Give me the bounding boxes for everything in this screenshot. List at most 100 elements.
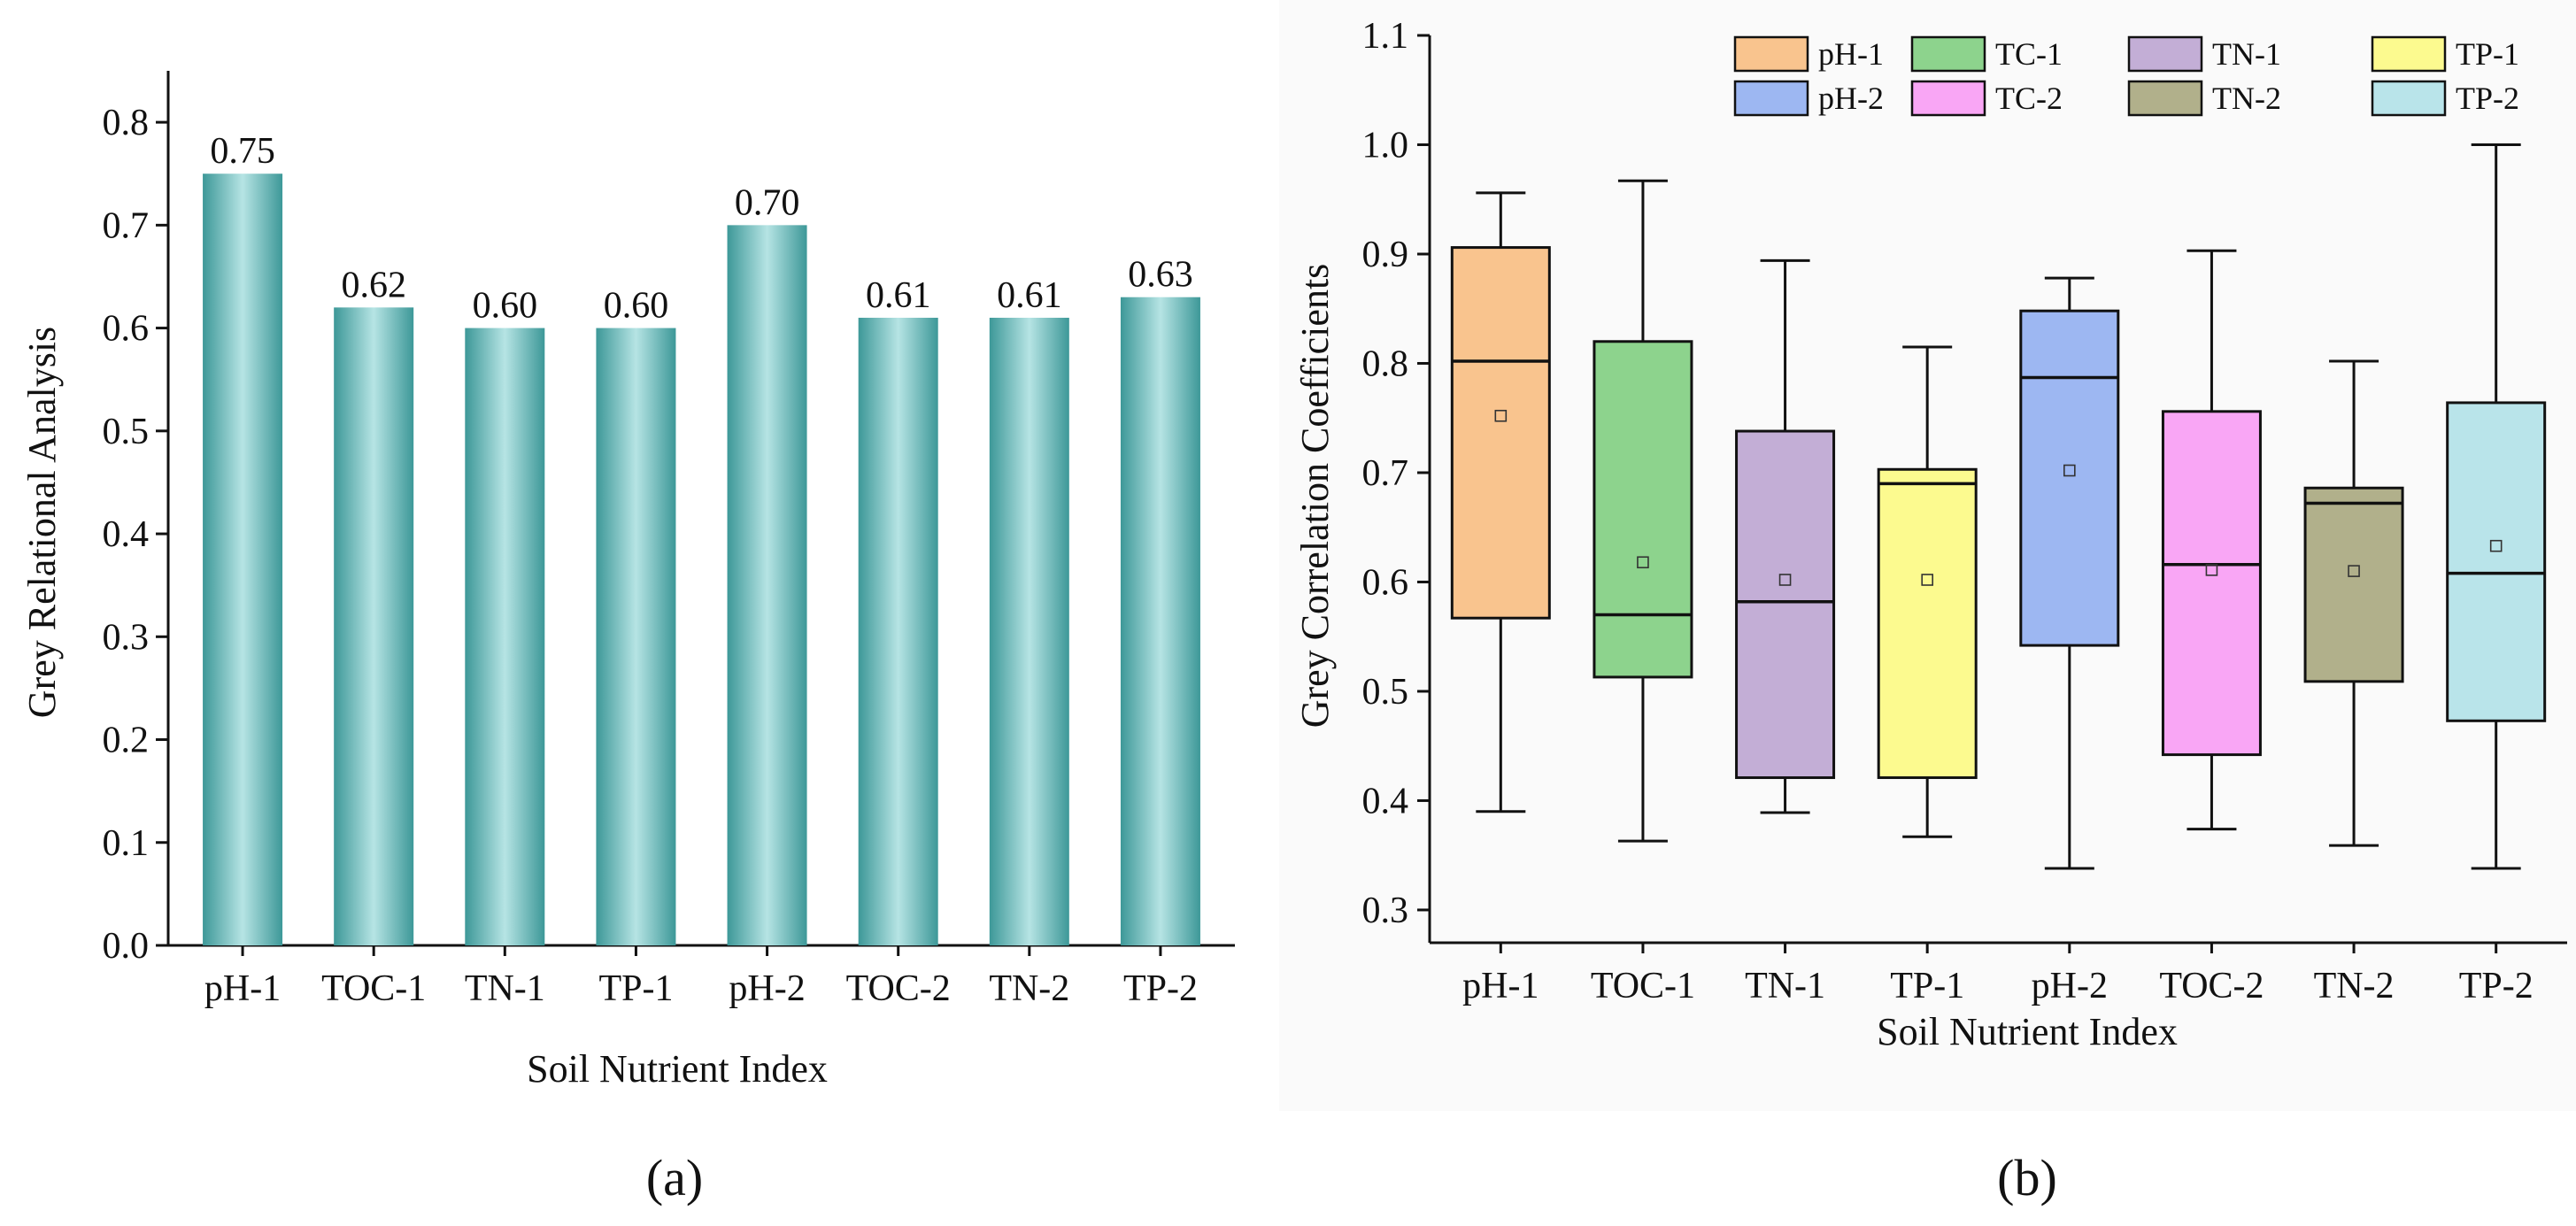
bar-data-label: 0.70 <box>735 182 800 223</box>
bar-data-label: 0.60 <box>604 286 669 327</box>
legend-swatch <box>2371 35 2447 73</box>
mean-marker <box>2489 539 2503 552</box>
mean-marker <box>2205 564 2218 576</box>
legend-swatch <box>1910 35 1986 73</box>
bar-data-label: 0.61 <box>866 275 931 316</box>
bar-data-label: 0.63 <box>1128 255 1193 296</box>
y-tick-label: 0.7 <box>1362 453 1409 494</box>
box <box>1877 467 1978 780</box>
legend-label: TC-1 <box>1995 36 2063 72</box>
y-tick-label: 0.5 <box>1362 672 1409 713</box>
bar-chart-y-ticks: 0.0 0.1 0.2 0.3 0.4 0.5 0.6 0.7 0.8 <box>103 103 168 967</box>
bar-chart-data-labels: 0.75 0.62 0.60 0.60 0.70 0.61 0.61 0.63 <box>210 131 1192 326</box>
mean-marker <box>1637 556 1649 569</box>
box <box>1593 340 1693 679</box>
y-tick-label: 0.4 <box>1362 781 1409 821</box>
bar-chart-axes <box>166 71 1235 947</box>
mean-marker <box>1921 574 1933 586</box>
x-tick-label: TN-1 <box>465 968 545 1009</box>
box <box>1735 429 1836 780</box>
bar <box>465 328 545 945</box>
x-tick-label: TN-2 <box>989 968 1069 1009</box>
y-tick-label: 0.3 <box>1362 891 1409 931</box>
x-tick-label: TN-2 <box>2314 966 2395 1006</box>
bar-data-label: 0.75 <box>210 131 275 172</box>
bar-chart-x-ticks: pH-1 TOC-1 TN-1 TP-1 pH-2 TOC-2 TN-2 TP-2 <box>204 945 1198 1009</box>
box-plot-x-ticks: pH-1 TOC-1 TN-1 TP-1 pH-2 TOC-2 TN-2 TP-2 <box>1462 943 2534 1006</box>
y-tick-label: 0.1 <box>103 823 150 864</box>
x-tick-label: TOC-1 <box>1591 966 1695 1006</box>
panel-label-b: (b) <box>1997 1149 2057 1207</box>
box <box>2303 486 2404 683</box>
x-tick-label: TOC-1 <box>321 968 426 1009</box>
x-tick-label: TP-1 <box>598 968 673 1009</box>
mean-marker <box>2063 464 2076 477</box>
box-plot-y-ticks: 0.3 0.4 0.5 0.6 0.7 0.8 0.9 1.0 1.1 <box>1362 16 1430 931</box>
panel-label-a: (a) <box>646 1149 703 1207</box>
box-plot-axes <box>1428 35 2567 945</box>
bar-data-label: 0.60 <box>473 286 538 327</box>
bar-chart-y-title: Grey Relational Analysis <box>20 327 64 718</box>
box <box>2161 410 2262 757</box>
x-tick-label: pH-2 <box>729 968 805 1009</box>
y-tick-label: 0.4 <box>103 514 150 555</box>
legend-label: pH-2 <box>1818 81 1884 116</box>
y-tick-label: 0.0 <box>103 926 150 967</box>
bar <box>596 328 676 945</box>
legend-swatch <box>1910 80 1986 117</box>
legend-label: TP-2 <box>2456 81 2519 116</box>
legend-swatch <box>2127 80 2203 117</box>
box-plot-b: pH-1 TOC-1 TN-1 TP-1 pH-2 TOC-2 TN-2 TP-2 0.30.… <box>1279 0 2576 1207</box>
y-tick-label: 1.1 <box>1362 16 1409 57</box>
y-tick-label: 0.7 <box>103 205 150 246</box>
bar <box>858 317 938 945</box>
box <box>1450 246 1551 620</box>
y-tick-label: 0.3 <box>103 617 150 658</box>
bar-chart-a: 0.75 0.62 0.60 0.60 0.70 0.61 0.61 0.63 pH-1 TOC… <box>20 71 1235 1207</box>
bar-data-label: 0.61 <box>997 275 1062 316</box>
box-plot-y-title: Grey Correlation Coefficients <box>1293 264 1337 729</box>
bar-chart-x-title: Soil Nutrient Index <box>527 1047 828 1091</box>
x-tick-label: TP-2 <box>1123 968 1198 1009</box>
box-plot-legend: pH-1 TC-1 TN-1 TP-1 pH-2 TC-2 TN-2 TP-2 <box>1733 35 2519 117</box>
box <box>2019 309 2120 647</box>
legend-swatch <box>1733 35 1809 73</box>
legend-swatch <box>1733 80 1809 117</box>
y-tick-label: 0.2 <box>103 721 150 761</box>
y-tick-label: 0.6 <box>103 309 150 350</box>
x-tick-label: TN-1 <box>1745 966 1825 1006</box>
mean-marker <box>1494 409 1508 422</box>
box-plot-x-title: Soil Nutrient Index <box>1877 1010 2178 1053</box>
y-tick-label: 0.5 <box>103 412 150 452</box>
mean-marker <box>2348 565 2360 577</box>
bar <box>334 307 414 945</box>
y-tick-label: 1.0 <box>1362 125 1409 166</box>
x-tick-label: TOC-2 <box>2159 966 2264 1006</box>
x-tick-label: TP-2 <box>2459 966 2534 1006</box>
legend-label: TC-2 <box>1995 81 2063 116</box>
legend-swatch <box>2127 35 2203 73</box>
bar-chart-bars <box>203 173 1200 946</box>
x-tick-label: pH-2 <box>2032 966 2108 1006</box>
box-plot-boxes <box>1450 143 2547 870</box>
bar <box>989 317 1069 945</box>
bar <box>203 173 283 945</box>
x-tick-label: TP-1 <box>1890 966 1964 1006</box>
box <box>2446 401 2547 722</box>
legend-label: TN-2 <box>2212 81 2281 116</box>
y-tick-label: 0.8 <box>1362 343 1409 384</box>
x-tick-label: TOC-2 <box>846 968 951 1009</box>
x-tick-label: pH-1 <box>1462 966 1539 1006</box>
y-tick-label: 0.6 <box>1362 562 1409 603</box>
bar <box>1120 297 1200 945</box>
mean-marker <box>1778 574 1792 586</box>
x-tick-label: pH-1 <box>204 968 281 1009</box>
y-tick-label: 0.9 <box>1362 235 1409 275</box>
bar <box>727 225 807 946</box>
y-tick-label: 0.8 <box>103 103 150 143</box>
legend-swatch <box>2371 80 2447 117</box>
legend-label: TN-1 <box>2212 36 2281 72</box>
legend-label: pH-1 <box>1818 36 1884 72</box>
legend-label: TP-1 <box>2456 36 2519 72</box>
